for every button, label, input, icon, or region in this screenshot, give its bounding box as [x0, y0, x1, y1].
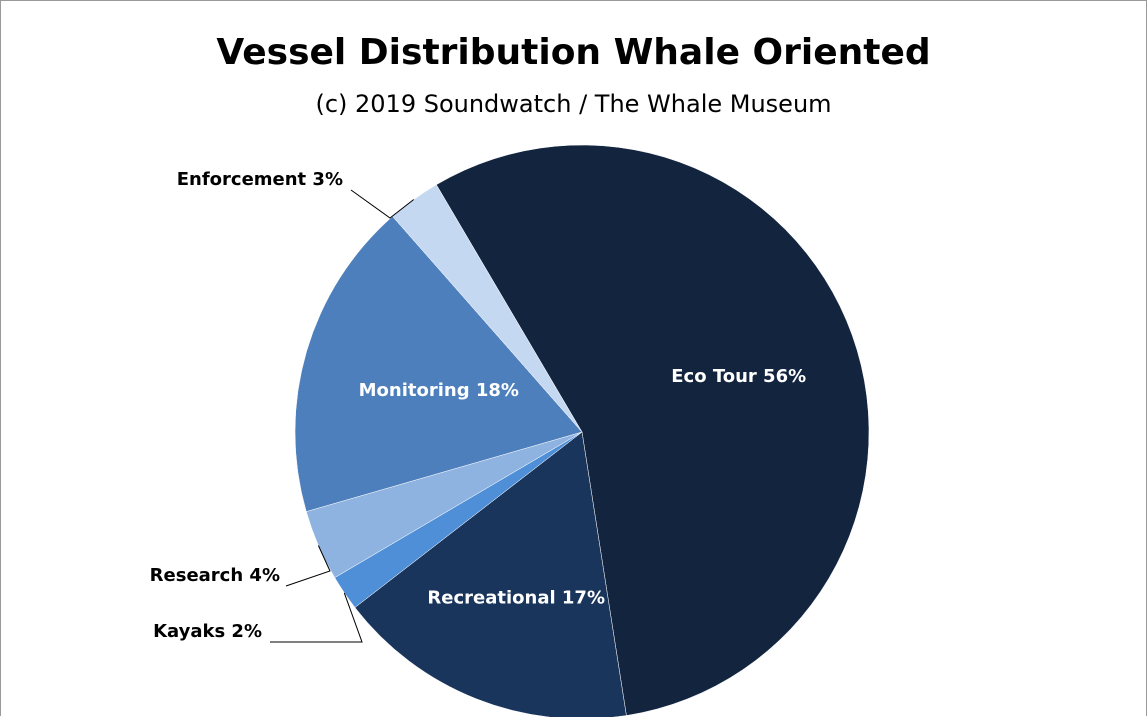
- leader-line-enforcement: [350, 189, 415, 219]
- leader-line-kayaks: [270, 592, 363, 643]
- slice-label-kayaks: Kayaks 2%: [153, 621, 262, 642]
- slice-label-enforcement: Enforcement 3%: [177, 169, 343, 190]
- slice-label-recreational: Recreational 17%: [427, 587, 605, 608]
- slice-eco-tour: [435, 144, 870, 716]
- leader-line-research: [285, 545, 331, 587]
- slice-label-research: Research 4%: [150, 565, 280, 586]
- chart-subtitle: (c) 2019 Soundwatch / The Whale Museum: [315, 90, 832, 118]
- slice-monitoring: [294, 216, 583, 512]
- slice-label-monitoring: Monitoring 18%: [359, 380, 519, 401]
- slice-recreational: [354, 431, 627, 717]
- chart-title: Vessel Distribution Whale Oriented: [216, 32, 931, 73]
- slice-label-eco-tour: Eco Tour 56%: [671, 366, 806, 387]
